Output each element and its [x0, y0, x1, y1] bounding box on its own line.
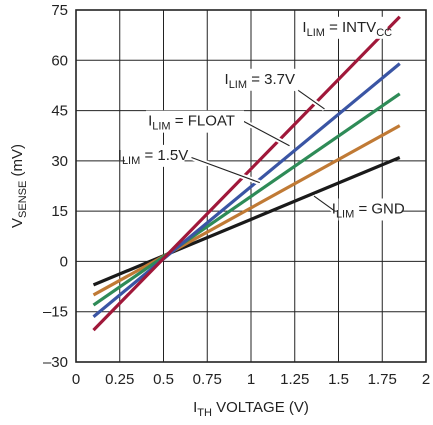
label-leaders	[190, 83, 337, 214]
series-label-backdrop	[314, 16, 388, 39]
y-tick-label: 60	[51, 52, 68, 69]
y-tick-label: 45	[51, 103, 68, 120]
series-label-intvcc: ILIM = INTVCC	[302, 19, 392, 39]
y-tick-label: –15	[43, 304, 68, 321]
x-tick-label: 1.25	[280, 371, 309, 388]
leader-line	[313, 195, 336, 212]
series-label-backdrop	[125, 144, 185, 167]
x-axis-title: ITH VOLTAGE (V)	[193, 399, 309, 419]
series-label-backdrop	[338, 198, 402, 221]
y-axis-title-rest: (mV)	[9, 144, 26, 181]
x-tick-label: 0.25	[105, 371, 134, 388]
y-tick-label: 30	[51, 153, 68, 170]
series-label-v15: ILIM = 1.5V	[118, 147, 188, 167]
series-label-v37: ILIM = 3.7V	[225, 71, 295, 91]
y-tick-label: 0	[60, 253, 68, 270]
series-line-gnd	[92, 156, 401, 287]
series-label-backdrop	[221, 68, 299, 91]
y-tick-label: 75	[51, 2, 68, 19]
y-axis-title: VSENSE (mV)	[9, 144, 29, 228]
y-axis-title-sub: SENSE	[17, 181, 29, 218]
series-label-backdrop	[146, 110, 244, 133]
leader-line	[191, 156, 260, 184]
x-tick-label: 0.5	[153, 371, 174, 388]
plot-frame	[75, 9, 427, 363]
series-lines	[92, 15, 401, 332]
y-tick-label: 15	[51, 203, 68, 220]
series-line-intvcc	[92, 15, 401, 332]
x-tick-label: 1	[247, 371, 255, 388]
y-tick-labels: –30 –15 0 15 30 45 60 75	[43, 2, 68, 371]
x-tick-label: 0.75	[193, 371, 222, 388]
series-line-v15	[92, 124, 401, 297]
series-label-float: ILIM = FLOAT	[148, 113, 235, 133]
x-tick-labels: 0 0.25 0.5 0.75 1 1.25 1.5 1.75 2	[72, 371, 430, 388]
y-tick-label: –30	[43, 354, 68, 371]
series-line-v37	[92, 62, 401, 318]
y-axis-title-main: V	[9, 218, 26, 228]
leader-line	[241, 120, 290, 147]
series-line-float	[92, 92, 401, 307]
x-tick-label: 2	[422, 371, 430, 388]
x-axis-title-sub: TH	[197, 407, 212, 419]
series-label-gnd: ILIM = GND	[332, 200, 405, 220]
series-labels: ILIM = GND ILIM = 1.5V ILIM = FLOAT ILIM = …	[118, 16, 405, 221]
x-tick-label: 1.75	[368, 371, 397, 388]
x-tick-label: 1.5	[328, 371, 349, 388]
x-axis-title-main: I	[193, 399, 197, 416]
x-tick-label: 0	[72, 371, 80, 388]
x-axis-title-rest: VOLTAGE (V)	[212, 399, 309, 416]
